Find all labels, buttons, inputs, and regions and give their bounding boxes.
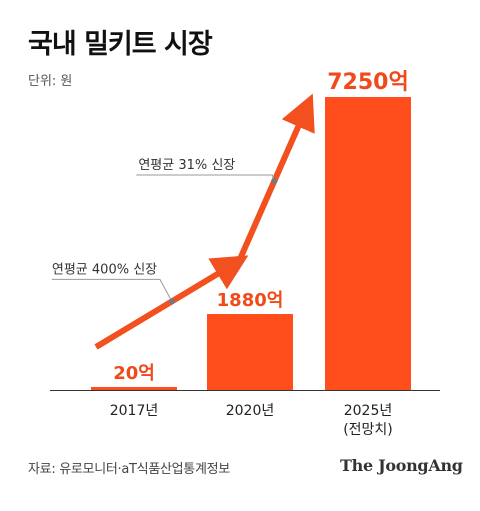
bars-group — [50, 97, 440, 391]
labels-group: 20억 1880억 7250억 2017년 2020년 2025년 (전망치) 연평균 400… — [52, 70, 409, 438]
bar-1 — [207, 314, 293, 390]
annotation-leader-1 — [136, 174, 275, 182]
growth-arrow-1 — [237, 93, 315, 261]
source-note: 자료: 유로모니터·aT식품산업통계정보 — [28, 462, 230, 477]
value-label-2: 7250억 — [327, 70, 408, 95]
category-label-2-0: 2025년 — [344, 403, 393, 419]
value-label-1: 1880억 — [217, 290, 284, 311]
unit-note: 단위: 원 — [28, 74, 73, 89]
annotation-dot-0 — [168, 298, 175, 305]
annotation-leader-0 — [51, 278, 173, 302]
growth-arrows-group — [51, 93, 315, 350]
value-label-0: 20억 — [113, 363, 155, 384]
bar-0 — [91, 387, 177, 390]
chart-title: 국내 밀키트 시장 — [28, 29, 213, 60]
bar-2 — [325, 97, 411, 390]
category-label-1-0: 2020년 — [226, 403, 275, 419]
brand-logo: The JoongAng — [340, 456, 463, 475]
annotation-dot-1 — [271, 178, 278, 185]
category-label-2-1: (전망치) — [343, 422, 393, 438]
growth-arrow-0 — [94, 255, 249, 350]
category-label-0-0: 2017년 — [110, 403, 159, 419]
annotation-label-0: 연평균 400% 신장 — [52, 262, 157, 277]
annotation-label-1: 연평균 31% 신장 — [138, 158, 235, 173]
